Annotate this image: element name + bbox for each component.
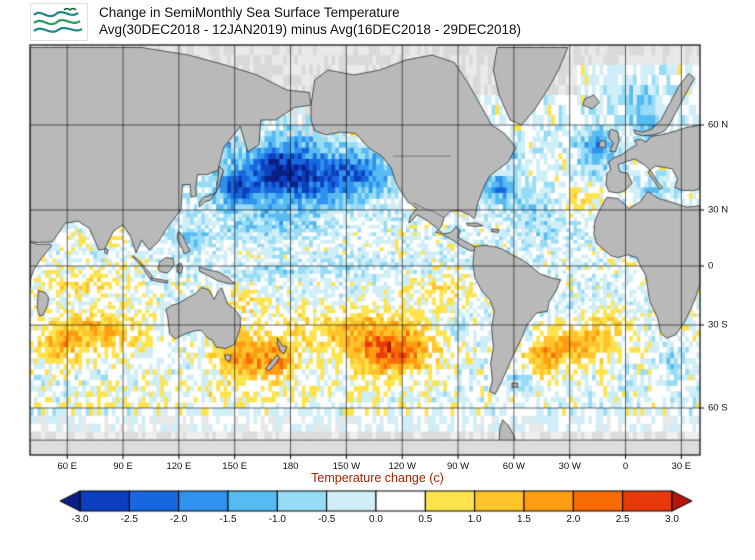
lon-tick-label: 180 xyxy=(282,461,299,472)
colorbar-tick-label: -1.0 xyxy=(268,514,286,525)
lon-tick-label: 30 W xyxy=(558,461,581,472)
lon-tick-label: 60 W xyxy=(502,461,525,472)
colorbar-tick-label: -0.5 xyxy=(318,514,336,525)
colorbar-tick-label: 2.5 xyxy=(615,514,630,525)
lat-tick-label: 60 N xyxy=(708,119,729,131)
colorbar-tick-label: -1.5 xyxy=(219,514,237,525)
colorbar-tick-label: -3.0 xyxy=(71,514,89,525)
colorbar-tick-label: 1.0 xyxy=(467,514,482,525)
lon-tick-label: 90 W xyxy=(446,461,470,472)
colorbar-tick-label: 0.0 xyxy=(369,514,383,525)
colorbar-tick-label: 2.0 xyxy=(566,514,581,525)
lat-tick-label: 0 xyxy=(708,260,714,272)
colorbar-tick-label: 0.5 xyxy=(418,514,433,525)
lon-tick-label: 120 W xyxy=(388,461,416,472)
lon-tick-label: 120 E xyxy=(166,461,192,472)
lat-tick-label: 30 N xyxy=(708,204,729,216)
lon-tick-label: 30 E xyxy=(671,461,692,472)
colorbar-tick-label: -2.0 xyxy=(170,514,188,525)
lon-tick-label: 90 E xyxy=(113,461,133,472)
lon-tick-label: 150 E xyxy=(222,461,248,472)
lon-tick-label: 150 W xyxy=(332,461,361,472)
colorbar-tick-label: 1.5 xyxy=(517,514,531,525)
lon-tick-label: 0 xyxy=(622,461,629,472)
lat-tick-label: 60 S xyxy=(708,402,728,414)
colorbar-title: Temperature change (c) xyxy=(311,471,444,485)
colorbar-tick-label: 3.0 xyxy=(665,514,679,525)
lon-tick-label: 60 E xyxy=(57,461,77,472)
colorbar-tick-label: -2.5 xyxy=(120,514,138,525)
lat-tick-label: 30 S xyxy=(708,319,728,331)
